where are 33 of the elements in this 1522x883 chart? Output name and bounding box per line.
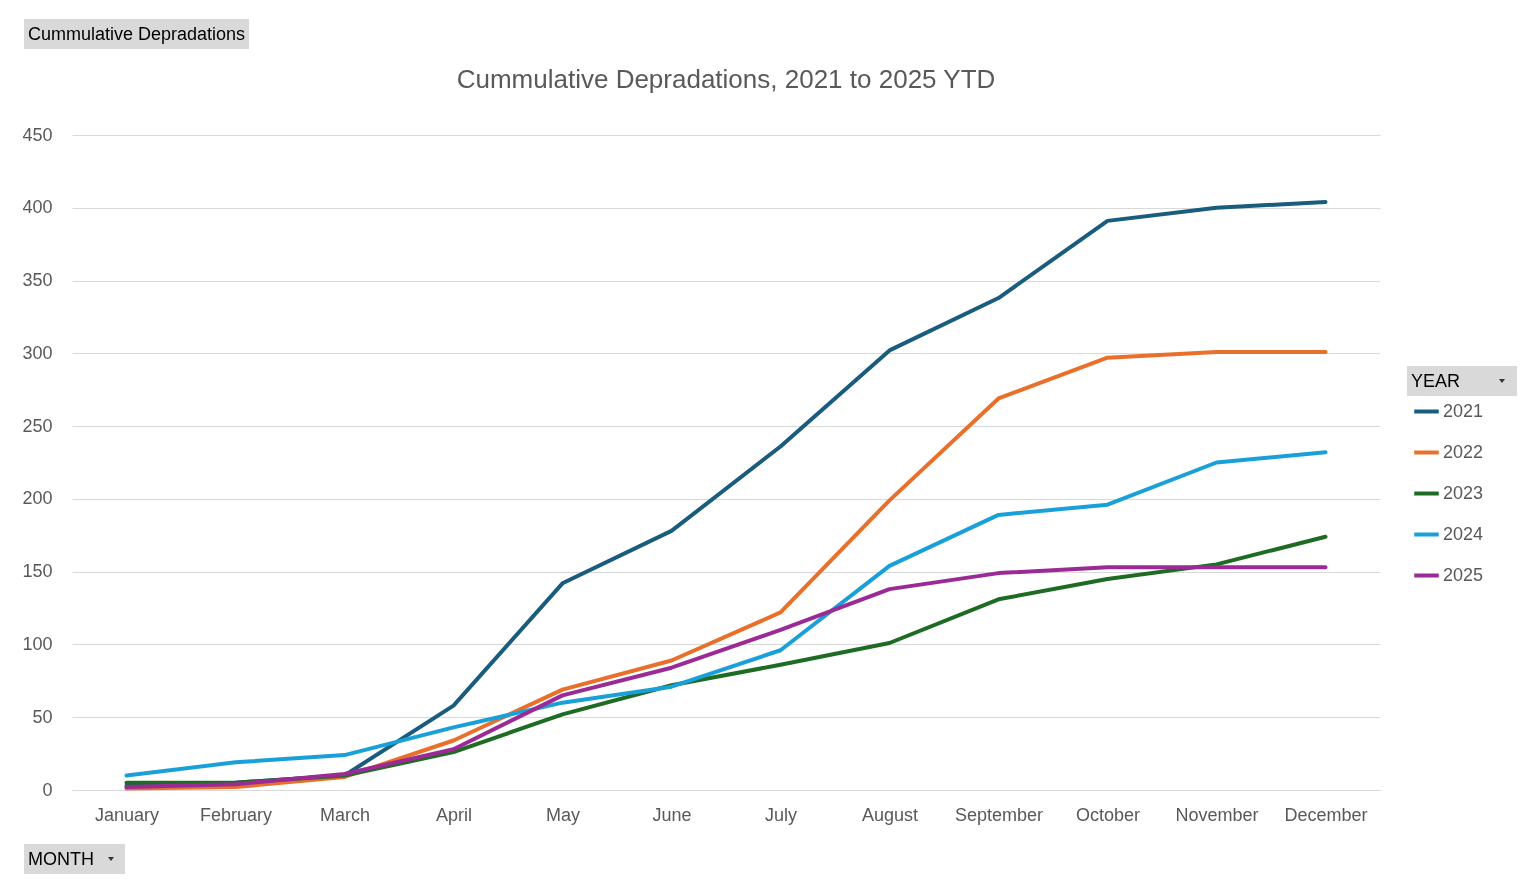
y-tick-label: 250: [22, 415, 53, 436]
y-tick-label: 0: [42, 779, 53, 800]
chart-title: Cummulative Depradations, 2021 to 2025 YTD: [456, 64, 996, 94]
x-tick-label: June: [652, 804, 692, 825]
y-tick-label: 350: [22, 270, 53, 291]
y-tick-label: 400: [22, 197, 53, 218]
x-tick-label: July: [764, 804, 798, 825]
legend-label: 2022: [1443, 441, 1484, 462]
line-series: [124, 349, 1328, 791]
legend-title: YEAR: [1411, 371, 1461, 391]
x-tick-label: November: [1175, 804, 1259, 825]
y-tick-label: 150: [22, 561, 53, 582]
x-tick-label: April: [435, 804, 473, 825]
x-tick-label: December: [1284, 804, 1368, 825]
y-tick-label: 450: [22, 124, 53, 145]
x-tick-label: January: [94, 804, 160, 825]
x-tick-label: October: [1075, 804, 1141, 825]
x-tick-label: August: [861, 804, 919, 825]
x-tick-label: February: [199, 804, 273, 825]
y-tick-label: 200: [22, 488, 53, 509]
y-tick-label: 50: [32, 706, 53, 727]
x-tick-label: September: [954, 804, 1044, 825]
y-tick-label: 300: [22, 342, 53, 363]
legend-label: 2021: [1443, 400, 1484, 421]
y-axis-title: Cummulative Depradations: [24, 19, 250, 49]
line-series: [124, 450, 1328, 778]
legend-label: 2023: [1443, 482, 1484, 503]
y-tick-label: 100: [22, 633, 53, 654]
x-tick-label: May: [545, 804, 581, 825]
x-tick-label: March: [319, 804, 371, 825]
x-axis-title: MONTH: [28, 849, 94, 869]
legend-label: 2025: [1443, 564, 1484, 585]
legend-label: 2024: [1443, 523, 1484, 544]
